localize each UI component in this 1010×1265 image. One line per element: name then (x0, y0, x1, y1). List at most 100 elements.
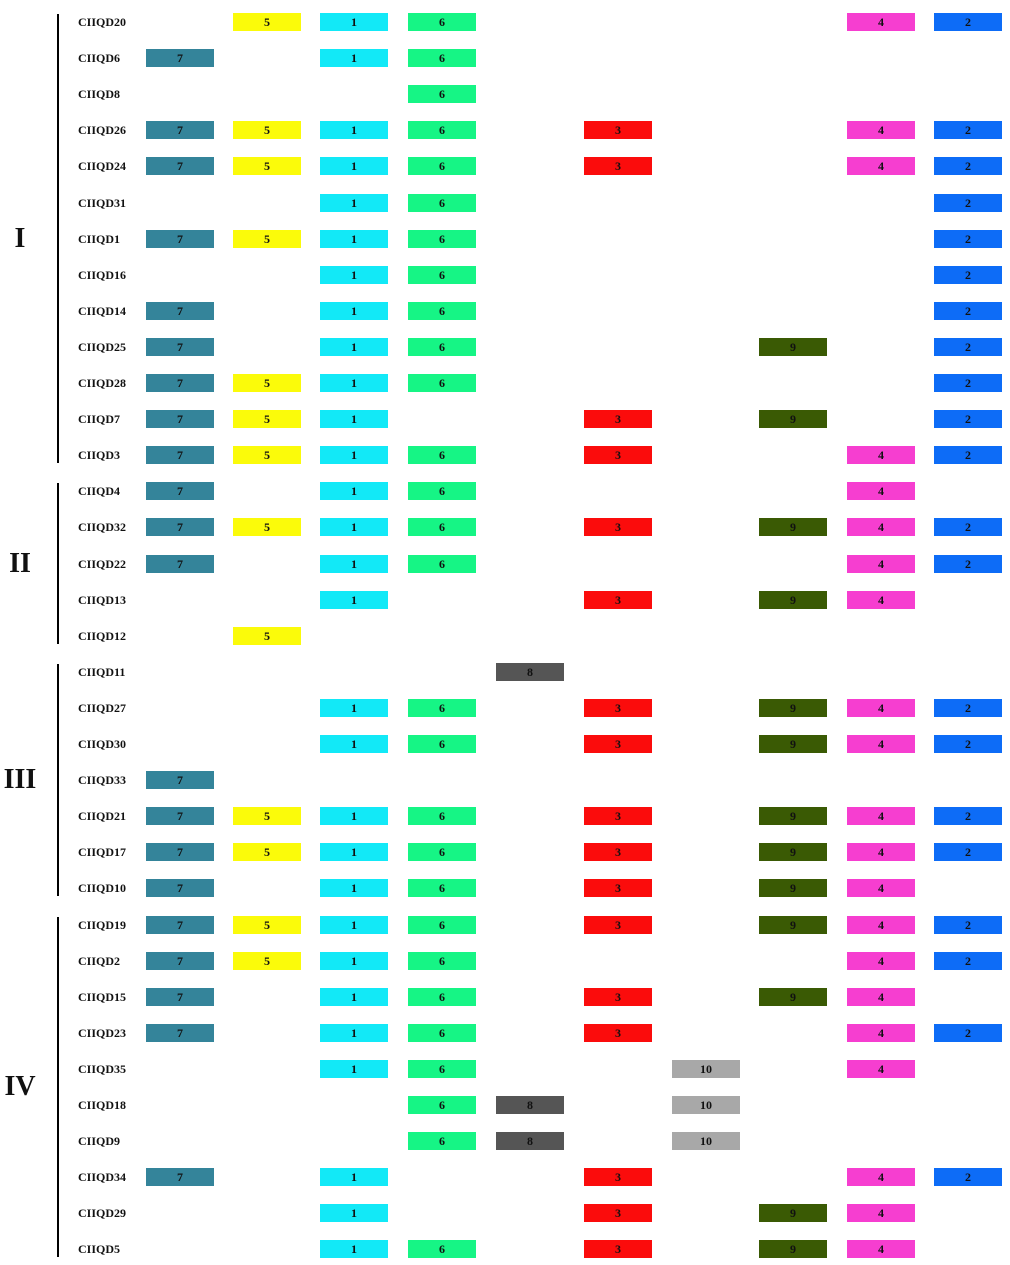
motif-4-box: 4 (847, 554, 915, 573)
motif-2-box: 2 (934, 843, 1002, 862)
motif-1-box: 1 (320, 265, 388, 284)
motif-6-box: 6 (408, 698, 476, 717)
motif-2-box: 2 (934, 193, 1002, 212)
group-bracket-line (57, 14, 59, 464)
motif-2-box: 2 (934, 265, 1002, 284)
sequence-label: CIIQD10 (78, 881, 127, 896)
motif-4-box: 4 (847, 157, 915, 176)
motif-7-box: 7 (146, 446, 214, 465)
motif-6-box: 6 (408, 1240, 476, 1259)
motif-8-box: 8 (496, 662, 564, 681)
motif-3-box: 3 (584, 1023, 652, 1042)
motif-1-box: 1 (320, 879, 388, 898)
motif-5-box: 5 (233, 807, 301, 826)
motif-6-box: 6 (408, 951, 476, 970)
motif-9-box: 9 (759, 1204, 827, 1223)
motif-1-box: 1 (320, 1168, 388, 1187)
motif-10-box: 10 (672, 1096, 740, 1114)
motif-5-box: 5 (233, 446, 301, 465)
motif-4-box: 4 (847, 1168, 915, 1187)
motif-7-box: 7 (146, 121, 214, 140)
motif-9-box: 9 (759, 410, 827, 429)
motif-7-box: 7 (146, 915, 214, 934)
motif-4-box: 4 (847, 446, 915, 465)
motif-9-box: 9 (759, 915, 827, 934)
sequence-label: CIIQD15 (78, 989, 127, 1004)
motif-1-box: 1 (320, 987, 388, 1006)
motif-2-box: 2 (934, 1023, 1002, 1042)
motif-6-box: 6 (408, 229, 476, 248)
motif-2-box: 2 (934, 121, 1002, 140)
motif-6-box: 6 (408, 301, 476, 320)
motif-9-box: 9 (759, 518, 827, 537)
motif-1-box: 1 (320, 807, 388, 826)
motif-1-box: 1 (320, 193, 388, 212)
motif-7-box: 7 (146, 229, 214, 248)
motif-2-box: 2 (934, 915, 1002, 934)
motif-2-box: 2 (934, 374, 1002, 392)
motif-5-box: 5 (233, 843, 301, 862)
motif-3-box: 3 (584, 843, 652, 862)
motif-5-box: 5 (233, 518, 301, 537)
sequence-label: CIIQD18 (78, 1098, 127, 1112)
motif-5-box: 5 (233, 951, 301, 970)
motif-3-box: 3 (584, 157, 652, 176)
motif-6-box: 6 (408, 121, 476, 140)
motif-6-box: 6 (408, 374, 476, 392)
motif-6-box: 6 (408, 1023, 476, 1042)
sequence-label: CIIQD5 (78, 1242, 121, 1257)
motif-7-box: 7 (146, 374, 214, 392)
sequence-label: CIIQD7 (78, 412, 121, 427)
sequence-label: CIIQD2 (78, 953, 121, 968)
motif-10-box: 10 (672, 1132, 740, 1151)
motif-9-box: 9 (759, 807, 827, 826)
motif-7-box: 7 (146, 410, 214, 429)
motif-1-box: 1 (320, 1059, 388, 1078)
motif-4-box: 4 (847, 1204, 915, 1223)
motif-3-box: 3 (584, 735, 652, 753)
motif-2-box: 2 (934, 554, 1002, 573)
sequence-label: CIIQD25 (78, 339, 127, 354)
motif-5-box: 5 (233, 229, 301, 248)
motif-4-box: 4 (847, 987, 915, 1006)
motif-1-box: 1 (320, 229, 388, 248)
sequence-label: CIIQD30 (78, 737, 127, 751)
group-bracket-line (57, 483, 59, 644)
sequence-label: CIIQD4 (78, 484, 121, 499)
motif-9-box: 9 (759, 735, 827, 753)
sequence-label: CIIQD33 (78, 773, 127, 788)
motif-1-box: 1 (320, 698, 388, 717)
motif-4-box: 4 (847, 843, 915, 862)
sequence-label: CIIQD29 (78, 1206, 127, 1221)
sequence-label: CIIQD16 (78, 267, 127, 282)
motif-4-box: 4 (847, 879, 915, 898)
group-label: II (9, 547, 31, 579)
motif-2-box: 2 (934, 1168, 1002, 1187)
motif-7-box: 7 (146, 807, 214, 826)
sequence-label: CIIQD31 (78, 195, 127, 210)
motif-4-box: 4 (847, 735, 915, 753)
motif-6-box: 6 (408, 554, 476, 573)
motif-6-box: 6 (408, 157, 476, 176)
motif-8-box: 8 (496, 1132, 564, 1151)
motif-3-box: 3 (584, 410, 652, 429)
motif-6-box: 6 (408, 1132, 476, 1151)
sequence-label: CIIQD23 (78, 1025, 127, 1040)
sequence-label: CIIQD34 (78, 1170, 127, 1185)
motif-7-box: 7 (146, 482, 214, 501)
motif-7-box: 7 (146, 49, 214, 68)
motif-1-box: 1 (320, 157, 388, 176)
motif-3-box: 3 (584, 698, 652, 717)
motif-7-box: 7 (146, 951, 214, 970)
motif-1-box: 1 (320, 915, 388, 934)
motif-7-box: 7 (146, 301, 214, 320)
motif-9-box: 9 (759, 337, 827, 356)
motif-6-box: 6 (408, 987, 476, 1006)
sequence-label: CIIQD11 (78, 664, 126, 679)
sequence-label: CIIQD17 (78, 845, 127, 860)
motif-6-box: 6 (408, 482, 476, 501)
motif-4-box: 4 (847, 482, 915, 501)
motif-3-box: 3 (584, 915, 652, 934)
motif-4-box: 4 (847, 518, 915, 537)
